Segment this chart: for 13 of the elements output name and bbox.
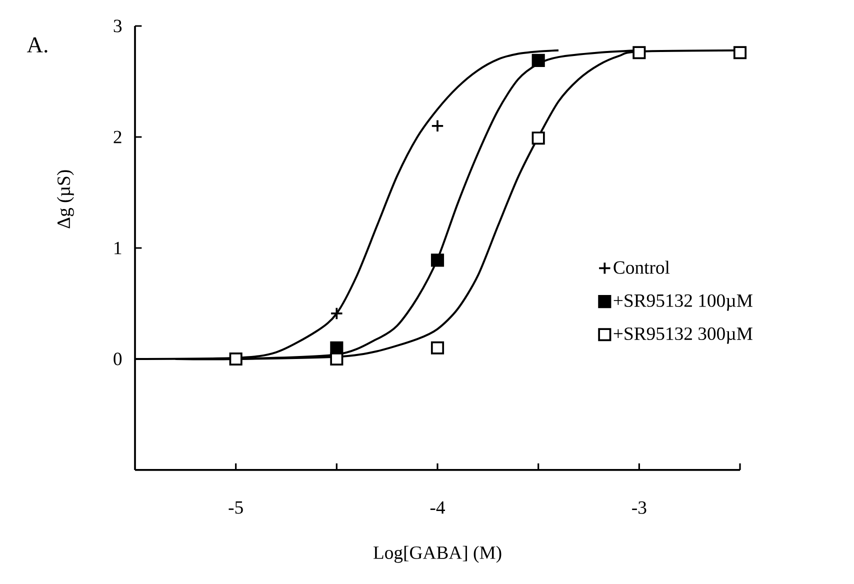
y-tick-label: 3 bbox=[114, 20, 122, 32]
x-tick-label: -3 bbox=[632, 501, 646, 514]
text: A. bbox=[26, 37, 48, 53]
legend-label: +SR95132 100µM bbox=[614, 294, 752, 311]
x-tick-label: -5 bbox=[228, 501, 243, 514]
legend-label: +SR95132 300µM bbox=[614, 327, 752, 344]
y-tick-label: 1 bbox=[114, 242, 122, 254]
y-tick-label: 0 bbox=[114, 352, 122, 366]
y-axis-title: Δg (µS) bbox=[56, 170, 74, 228]
legend-label: Control bbox=[614, 260, 670, 274]
x-axis-title: Log[GABA] (M) bbox=[374, 546, 502, 563]
y-tick-label: 2 bbox=[114, 130, 122, 144]
x-tick-label: -4 bbox=[430, 501, 445, 514]
